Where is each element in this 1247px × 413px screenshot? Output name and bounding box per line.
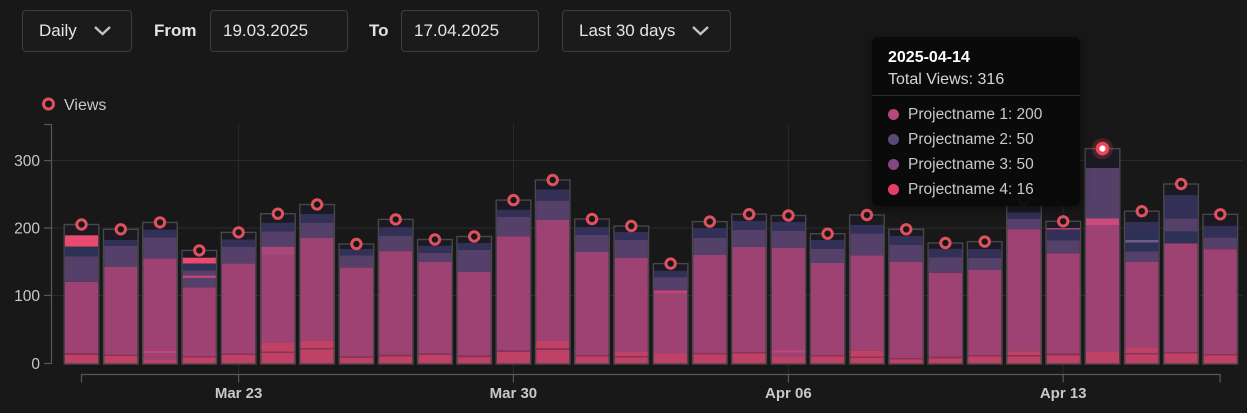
svg-text:Apr 13: Apr 13 <box>1040 385 1087 402</box>
svg-text:0: 0 <box>31 356 40 373</box>
svg-text:Apr 06: Apr 06 <box>765 385 812 402</box>
svg-text:200: 200 <box>14 221 40 238</box>
svg-text:300: 300 <box>14 153 40 170</box>
svg-text:100: 100 <box>14 288 40 305</box>
svg-text:Views: Views <box>64 97 106 114</box>
svg-text:Mar 23: Mar 23 <box>215 385 263 402</box>
svg-text:Mar 30: Mar 30 <box>490 385 538 402</box>
